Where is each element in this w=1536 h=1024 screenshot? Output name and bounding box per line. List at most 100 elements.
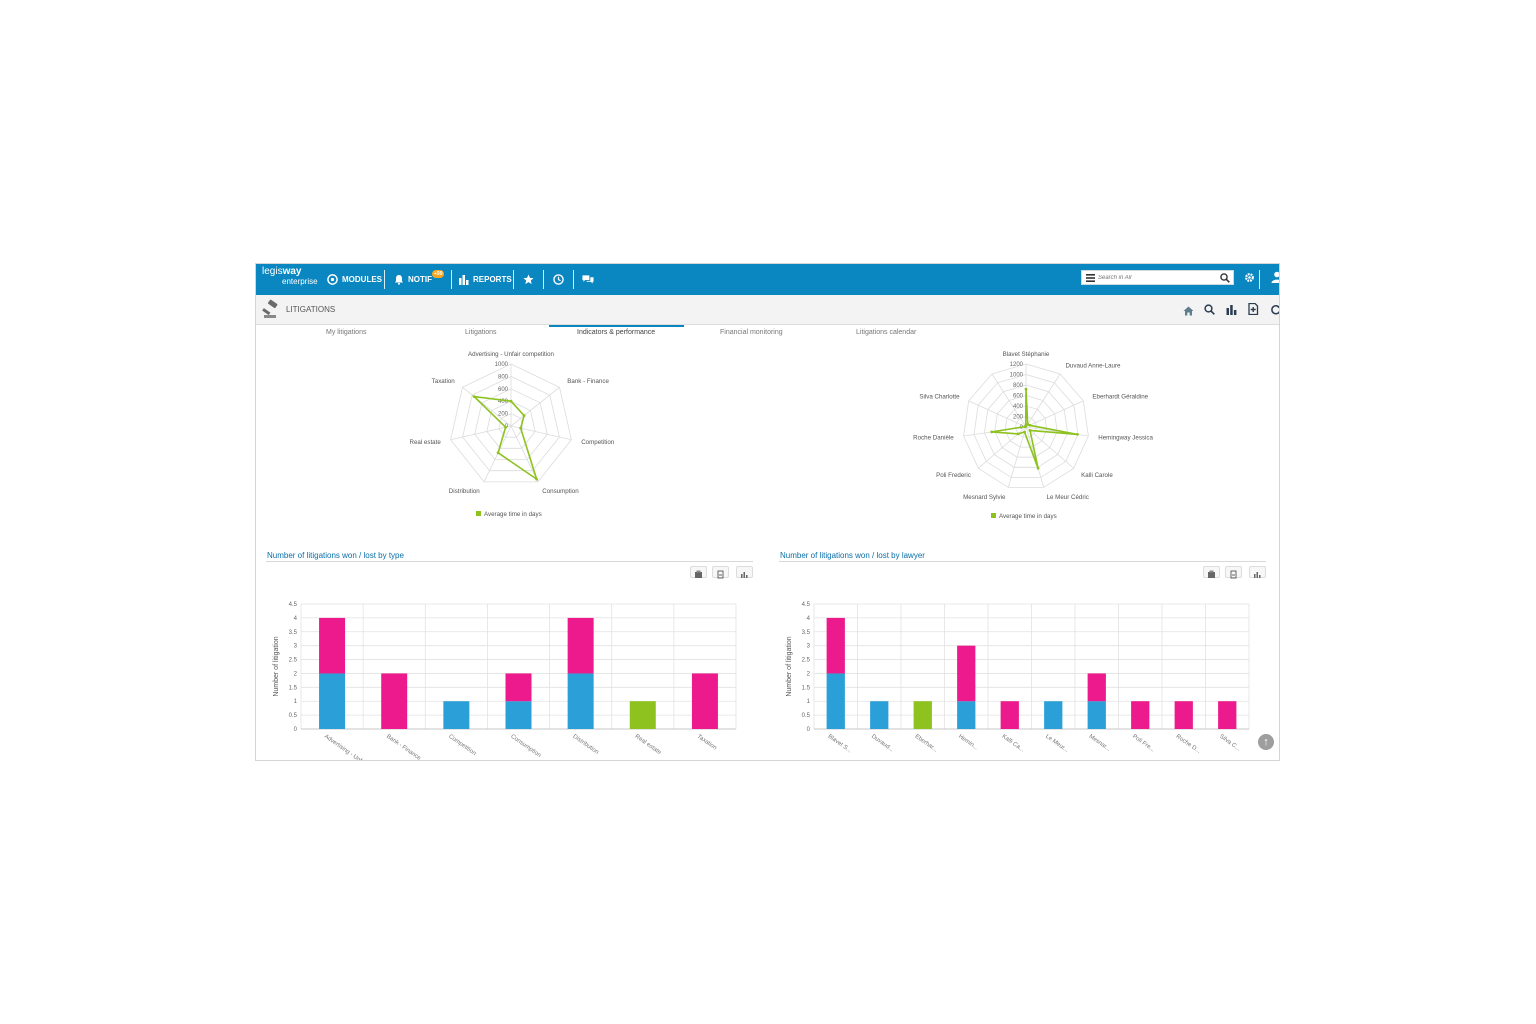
bar-segment bbox=[1174, 701, 1193, 729]
radar-point bbox=[1024, 425, 1028, 428]
y-tick-label: 4.5 bbox=[802, 602, 811, 608]
add-document-icon[interactable] bbox=[1248, 303, 1259, 315]
radar-point bbox=[1076, 432, 1079, 436]
home-icon[interactable] bbox=[1183, 306, 1194, 316]
x-tick-label: Distribution bbox=[571, 734, 599, 756]
radar-point bbox=[522, 414, 526, 417]
radar-tick-label: 1200 bbox=[1010, 362, 1024, 368]
menu-icon[interactable] bbox=[1086, 274, 1095, 282]
radar-grid-ring bbox=[498, 413, 524, 438]
radar-series-line bbox=[471, 395, 539, 482]
chat-button[interactable] bbox=[582, 264, 598, 295]
modules-icon bbox=[327, 274, 338, 285]
radar-tick-label: 400 bbox=[498, 399, 509, 405]
gavel-icon bbox=[262, 299, 278, 318]
x-tick-label: Silva C... bbox=[1218, 734, 1241, 753]
search-icon[interactable] bbox=[1204, 304, 1215, 315]
radar-axis-line bbox=[968, 400, 1027, 428]
favorites-button[interactable] bbox=[523, 264, 538, 295]
app-logo[interactable]: legisway enterprise bbox=[262, 267, 318, 287]
tab-litigations-calendar[interactable]: Litigations calendar bbox=[856, 329, 917, 336]
radar-chart-by-type: 02004006008001000Advertising - Unfair co… bbox=[409, 351, 614, 518]
radar-category-label: Blavet Stéphanie bbox=[1003, 351, 1050, 358]
radar-axis-line bbox=[1025, 426, 1045, 488]
bar-segment bbox=[443, 701, 470, 729]
y-tick-label: 4.5 bbox=[289, 602, 298, 608]
bell-icon bbox=[395, 275, 403, 285]
radar-axis-line bbox=[1025, 373, 1061, 428]
search-icon[interactable] bbox=[1220, 273, 1230, 283]
active-tab-indicator bbox=[549, 325, 684, 327]
radar-axis-line bbox=[1007, 426, 1027, 488]
y-tick-label: 3 bbox=[294, 644, 298, 650]
y-tick-label: 1.5 bbox=[802, 685, 811, 691]
radar-axis-line bbox=[1025, 400, 1084, 428]
bar-segment bbox=[957, 645, 976, 702]
bar-segment bbox=[1218, 701, 1237, 729]
y-tick-label: 1.5 bbox=[289, 685, 298, 691]
radar-category-label: Bank - Finance bbox=[567, 378, 609, 385]
bar-segment bbox=[381, 673, 408, 729]
refresh-icon[interactable] bbox=[1271, 304, 1280, 315]
export-button[interactable] bbox=[1225, 566, 1242, 579]
print-button[interactable] bbox=[690, 566, 707, 578]
reports-menu[interactable]: REPORTS bbox=[459, 264, 512, 295]
y-tick-label: 0.5 bbox=[802, 713, 811, 719]
tab-my-litigations[interactable]: My litigations bbox=[326, 329, 367, 336]
radar-point bbox=[509, 399, 513, 403]
x-tick-label: Competition bbox=[447, 734, 477, 757]
legend-swatch bbox=[991, 513, 996, 518]
radar-category-label: Eberhardt Géraldine bbox=[1092, 394, 1148, 401]
radar-tick-label: 600 bbox=[498, 387, 509, 393]
bar-chart-icon[interactable] bbox=[1226, 305, 1237, 315]
x-tick-label: Consumption bbox=[509, 734, 541, 759]
logo-text-b: way bbox=[282, 266, 302, 277]
y-tick-label: 3 bbox=[807, 644, 811, 650]
radar-category-label: Poli Frederic bbox=[936, 472, 971, 479]
radar-category-label: Distribution bbox=[449, 488, 481, 495]
tab-bar: My litigations Litigations Indicators & … bbox=[256, 325, 1279, 343]
clock-icon bbox=[553, 274, 564, 285]
radar-point bbox=[990, 430, 994, 434]
x-tick-label: Real estate bbox=[634, 734, 663, 757]
modules-menu[interactable]: MODULES bbox=[327, 264, 382, 295]
y-tick-label: 0.5 bbox=[289, 713, 298, 719]
user-icon[interactable] bbox=[1271, 271, 1280, 283]
logo-text-a: legis bbox=[262, 266, 283, 277]
bar-segment bbox=[1131, 701, 1150, 729]
bar-segment bbox=[319, 617, 346, 674]
print-button[interactable] bbox=[1203, 566, 1220, 578]
search-input[interactable] bbox=[1098, 272, 1216, 283]
export-button[interactable] bbox=[712, 566, 729, 579]
radar-axis-line bbox=[510, 425, 539, 483]
nav-divider bbox=[513, 270, 514, 289]
bar-chart-icon bbox=[459, 274, 469, 285]
bar-segment bbox=[629, 701, 656, 729]
chart-type-button[interactable] bbox=[736, 566, 753, 578]
notifications-menu[interactable]: NOTIF bbox=[394, 264, 432, 295]
bar-segment bbox=[957, 701, 976, 729]
radar-category-label: Taxation bbox=[432, 378, 456, 385]
chart-type-button[interactable] bbox=[1249, 566, 1266, 578]
tab-financial-monitoring[interactable]: Financial monitoring bbox=[720, 329, 783, 336]
print-icon bbox=[1208, 570, 1215, 578]
radar-grid-ring bbox=[973, 374, 1079, 478]
y-tick-label: 0 bbox=[807, 727, 811, 733]
global-search[interactable] bbox=[1081, 270, 1234, 285]
history-button[interactable] bbox=[553, 264, 568, 295]
radar-axis-line bbox=[510, 387, 560, 427]
x-tick-label: Poli Fre... bbox=[1131, 734, 1156, 754]
tab-indicators-performance[interactable]: Indicators & performance bbox=[577, 329, 656, 336]
modules-label: MODULES bbox=[342, 275, 382, 284]
x-tick-label: Kalli Ca... bbox=[1001, 734, 1026, 754]
legend-label: Average time in days bbox=[484, 511, 542, 518]
x-tick-label: Advertising - Unfai... bbox=[323, 734, 371, 761]
radar-point bbox=[1028, 423, 1032, 427]
bar-segment bbox=[505, 701, 532, 729]
gear-icon[interactable] bbox=[1244, 272, 1255, 283]
scroll-to-top-button[interactable]: ↑ bbox=[1258, 734, 1274, 750]
tab-litigations[interactable]: Litigations bbox=[465, 329, 497, 336]
bar-segment bbox=[1000, 701, 1019, 729]
bar-segment bbox=[1087, 701, 1106, 729]
bar-segment bbox=[567, 617, 594, 674]
